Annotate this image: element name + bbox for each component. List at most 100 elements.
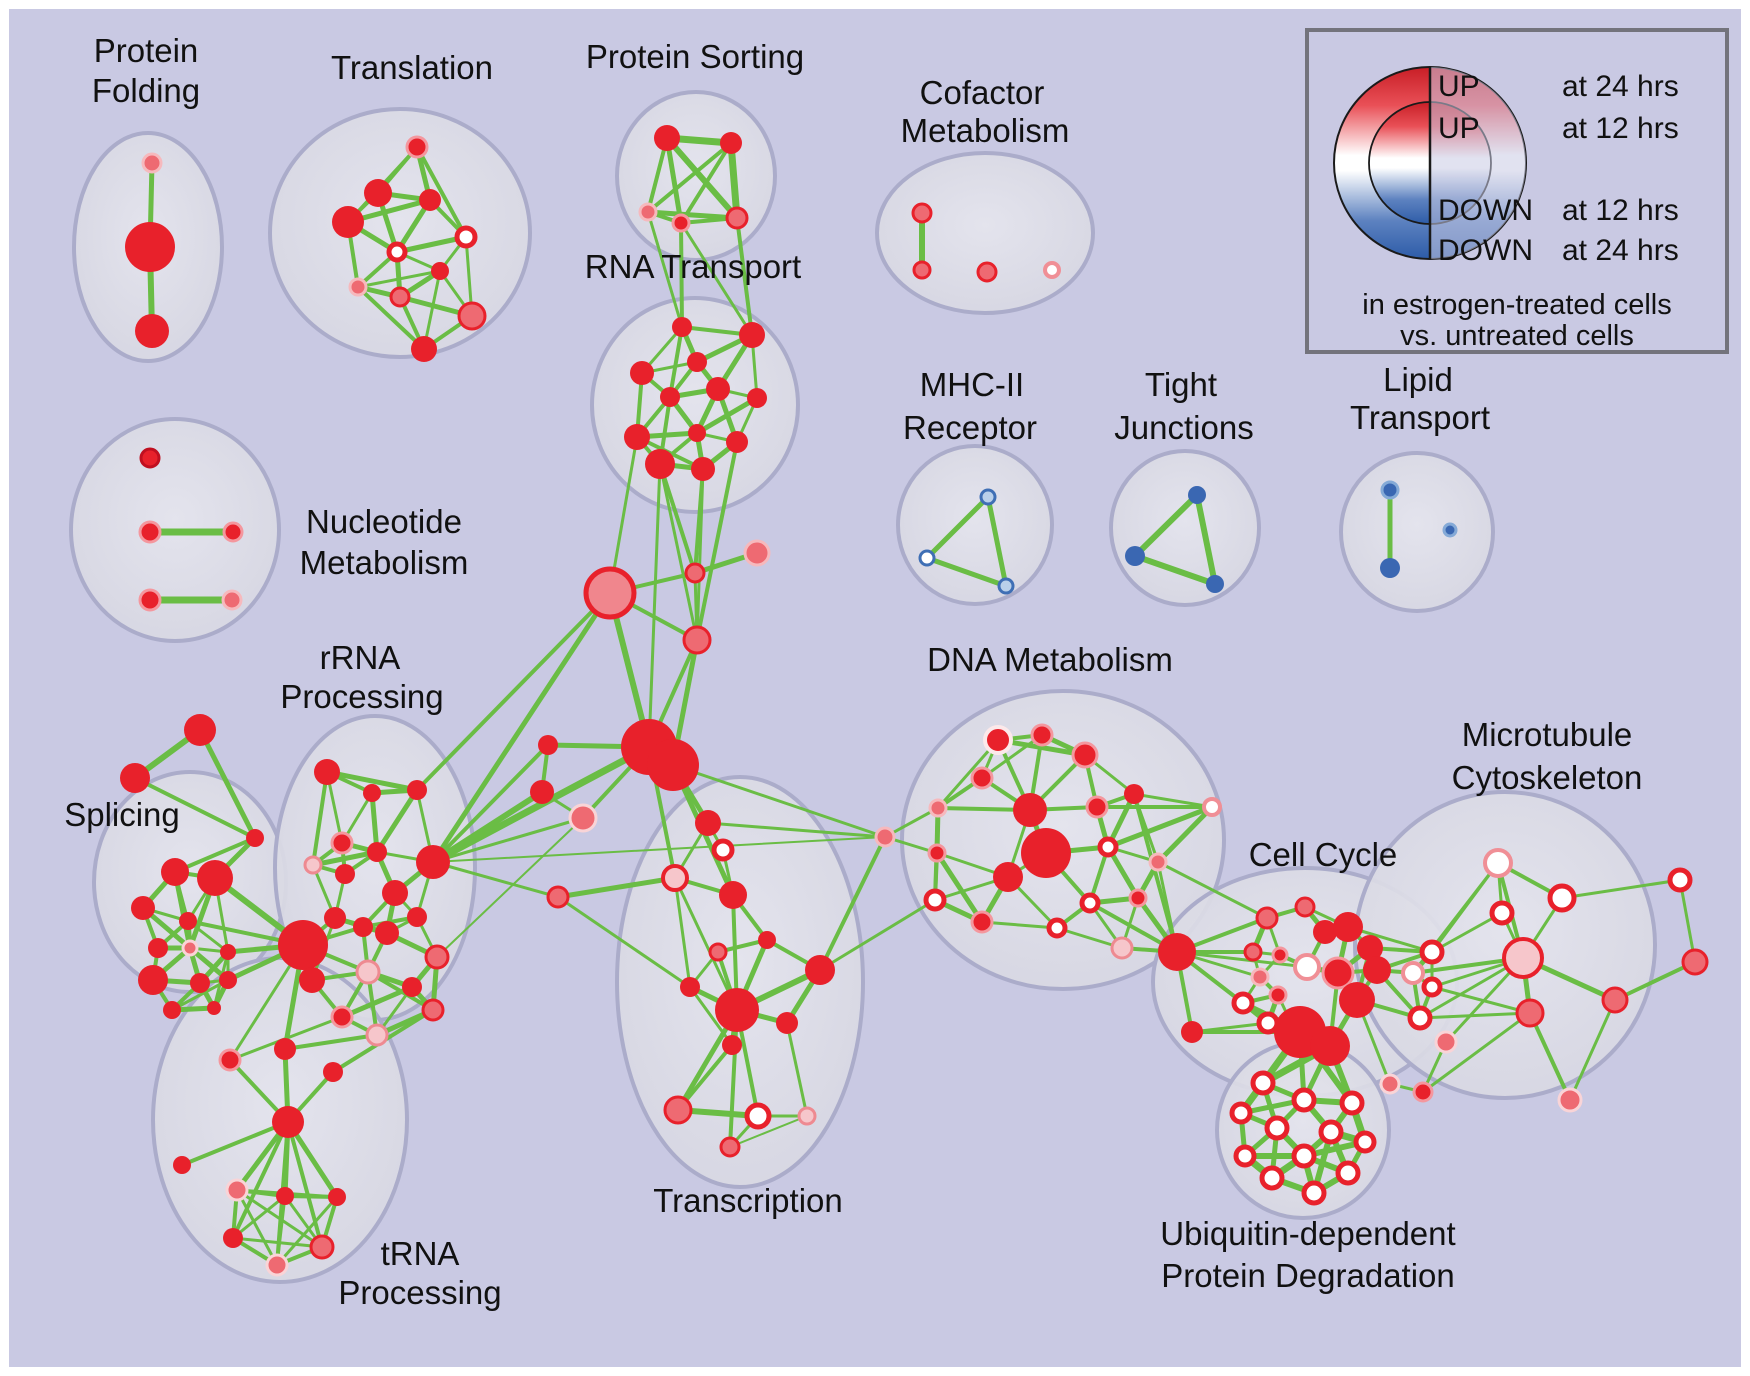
gene-node[interactable]: [222, 521, 244, 543]
gene-node[interactable]: [405, 135, 429, 159]
gene-node[interactable]: [624, 424, 650, 450]
gene-node[interactable]: [1291, 1143, 1317, 1169]
gene-node[interactable]: [695, 810, 721, 836]
gene-node[interactable]: [386, 241, 408, 263]
gene-node[interactable]: [1259, 1165, 1285, 1191]
gene-node[interactable]: [332, 206, 364, 238]
gene-node[interactable]: [330, 831, 354, 855]
gene-node[interactable]: [220, 944, 236, 960]
gene-node[interactable]: [1097, 836, 1119, 858]
gene-node[interactable]: [225, 1178, 249, 1202]
gene-node[interactable]: [722, 1035, 742, 1055]
gene-node[interactable]: [638, 202, 658, 222]
gene-node[interactable]: [431, 262, 449, 280]
gene-node[interactable]: [923, 888, 947, 912]
gene-node[interactable]: [1124, 784, 1144, 804]
gene-node[interactable]: [912, 260, 932, 280]
gene-node[interactable]: [1043, 261, 1061, 279]
gene-node[interactable]: [330, 1005, 354, 1029]
gene-node[interactable]: [1339, 982, 1375, 1018]
gene-node[interactable]: [1667, 867, 1693, 893]
gene-node[interactable]: [1206, 575, 1224, 593]
gene-node[interactable]: [179, 912, 197, 930]
gene-node[interactable]: [1310, 1026, 1350, 1066]
gene-node[interactable]: [221, 589, 243, 611]
gene-node[interactable]: [246, 829, 264, 847]
gene-node[interactable]: [758, 931, 776, 949]
gene-node[interactable]: [138, 520, 162, 544]
gene-node[interactable]: [1363, 956, 1391, 984]
gene-node[interactable]: [1434, 1030, 1458, 1054]
gene-node[interactable]: [797, 1106, 817, 1126]
gene-node[interactable]: [1071, 741, 1099, 769]
gene-node[interactable]: [365, 1023, 389, 1047]
gene-node[interactable]: [1233, 1144, 1257, 1168]
gene-node[interactable]: [223, 1228, 243, 1248]
gene-node[interactable]: [1407, 1005, 1433, 1031]
gene-node[interactable]: [645, 449, 675, 479]
gene-node[interactable]: [454, 225, 478, 249]
gene-node[interactable]: [1255, 906, 1279, 930]
gene-node[interactable]: [138, 965, 168, 995]
gene-node[interactable]: [161, 858, 189, 886]
gene-node[interactable]: [1148, 852, 1168, 872]
gene-node[interactable]: [1442, 522, 1458, 538]
gene-node[interactable]: [274, 1038, 296, 1060]
gene-node[interactable]: [1243, 942, 1263, 962]
gene-node[interactable]: [671, 213, 691, 233]
gene-node[interactable]: [1547, 883, 1577, 913]
gene-node[interactable]: [660, 387, 680, 407]
gene-node[interactable]: [1380, 558, 1400, 578]
gene-node[interactable]: [421, 998, 445, 1022]
gene-node[interactable]: [402, 977, 422, 997]
gene-node[interactable]: [672, 317, 692, 337]
gene-node[interactable]: [367, 842, 387, 862]
gene-node[interactable]: [163, 1001, 181, 1019]
gene-node[interactable]: [173, 1156, 191, 1174]
gene-node[interactable]: [983, 725, 1013, 755]
gene-node[interactable]: [303, 855, 323, 875]
gene-node[interactable]: [1601, 986, 1629, 1014]
gene-node[interactable]: [805, 955, 835, 985]
gene-node[interactable]: [1401, 961, 1425, 985]
gene-node[interactable]: [265, 1253, 289, 1277]
gene-node[interactable]: [1421, 976, 1443, 998]
gene-node[interactable]: [1291, 1087, 1317, 1113]
gene-node[interactable]: [324, 907, 346, 929]
gene-node[interactable]: [719, 1136, 741, 1158]
gene-node[interactable]: [1483, 848, 1513, 878]
gene-node[interactable]: [138, 588, 162, 612]
gene-node[interactable]: [719, 881, 747, 909]
gene-node[interactable]: [424, 944, 450, 970]
gene-node[interactable]: [684, 562, 706, 584]
gene-node[interactable]: [1202, 797, 1222, 817]
gene-node[interactable]: [363, 784, 381, 802]
gene-node[interactable]: [687, 352, 707, 372]
gene-node[interactable]: [970, 766, 994, 790]
gene-node[interactable]: [1110, 936, 1134, 960]
gene-node[interactable]: [1181, 1021, 1203, 1043]
gene-node[interactable]: [1502, 937, 1544, 979]
gene-node[interactable]: [299, 967, 325, 993]
gene-node[interactable]: [1250, 967, 1270, 987]
gene-node[interactable]: [1333, 912, 1363, 942]
gene-node[interactable]: [1419, 939, 1445, 965]
gene-node[interactable]: [328, 1188, 346, 1206]
gene-node[interactable]: [375, 921, 399, 945]
gene-node[interactable]: [1250, 1070, 1276, 1096]
gene-node[interactable]: [874, 826, 896, 848]
gene-node[interactable]: [993, 862, 1023, 892]
gene-node[interactable]: [1013, 793, 1047, 827]
gene-node[interactable]: [726, 431, 748, 453]
gene-node[interactable]: [1158, 933, 1196, 971]
gene-node[interactable]: [190, 973, 210, 993]
gene-node[interactable]: [1380, 480, 1400, 500]
gene-node[interactable]: [382, 880, 408, 906]
gene-node[interactable]: [1079, 892, 1101, 914]
gene-node[interactable]: [583, 566, 637, 620]
gene-node[interactable]: [1125, 546, 1145, 566]
gene-node[interactable]: [979, 488, 997, 506]
gene-node[interactable]: [219, 971, 237, 989]
gene-node[interactable]: [276, 1187, 294, 1205]
gene-node[interactable]: [1294, 896, 1316, 918]
